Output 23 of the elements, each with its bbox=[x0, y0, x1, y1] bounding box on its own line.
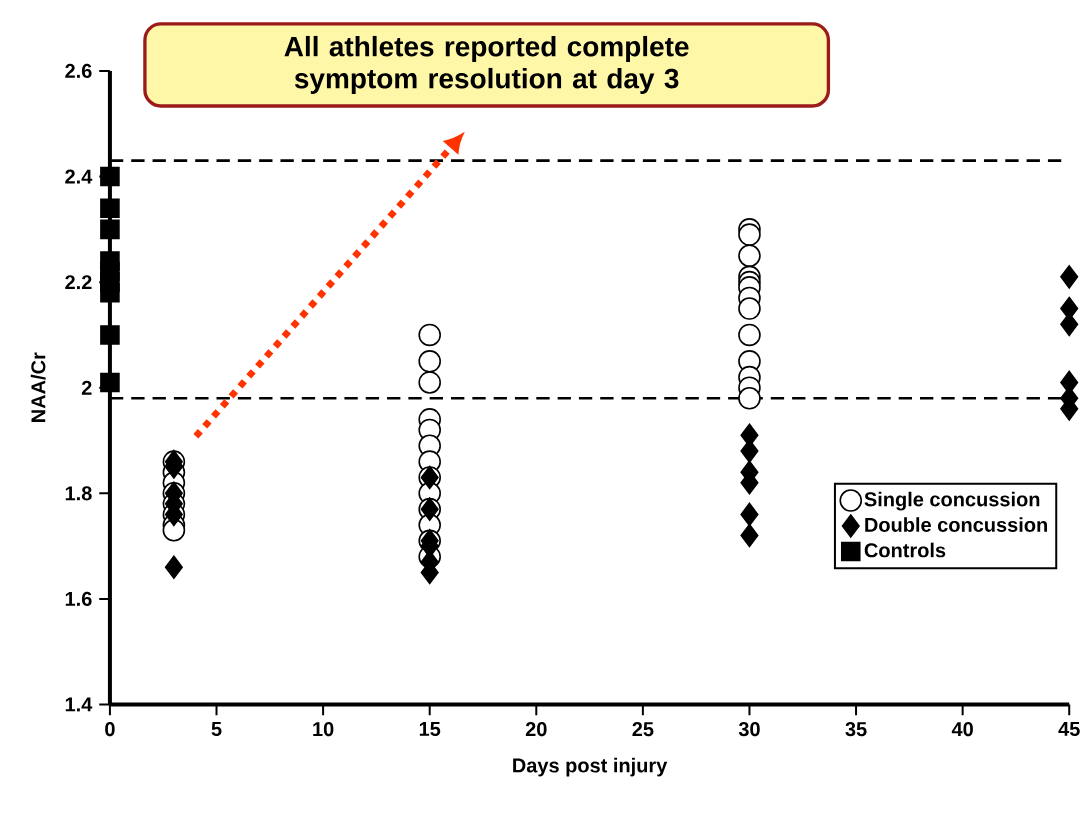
legend-label: Double concussion bbox=[865, 517, 1047, 532]
x-tick-label: 35 bbox=[845, 721, 867, 737]
x-tick-label: 10 bbox=[313, 721, 334, 737]
y-tick-label: 2 bbox=[81, 380, 92, 395]
y-tick-label: 1.4 bbox=[65, 697, 93, 712]
y-tick-label: 2.2 bbox=[65, 274, 92, 289]
x-tick-label: 30 bbox=[738, 721, 760, 737]
x-tick-label: 40 bbox=[951, 721, 973, 737]
x-axis-title: Days post injury bbox=[513, 757, 668, 777]
x-tick-label: 45 bbox=[1058, 721, 1080, 736]
x-tick-label: 25 bbox=[632, 721, 654, 737]
annotation: All athletes reported complete symptom resolution at day 3 bbox=[284, 35, 689, 94]
x-tick-label: 20 bbox=[525, 721, 547, 737]
legend-label: Single concussion bbox=[864, 491, 1040, 511]
y-tick-label: 2.4 bbox=[65, 169, 93, 184]
x-tick-label: 15 bbox=[419, 721, 441, 736]
x-tick-label: 5 bbox=[211, 721, 222, 736]
y-tick-label: 2.6 bbox=[65, 63, 92, 78]
y-tick-label: 1.6 bbox=[65, 591, 92, 606]
x-tick-label: 0 bbox=[105, 721, 115, 737]
y-tick-label: 1.8 bbox=[65, 486, 92, 501]
legend-label: Controls bbox=[864, 542, 946, 558]
y-axis-title: NAA/Cr bbox=[30, 352, 46, 422]
